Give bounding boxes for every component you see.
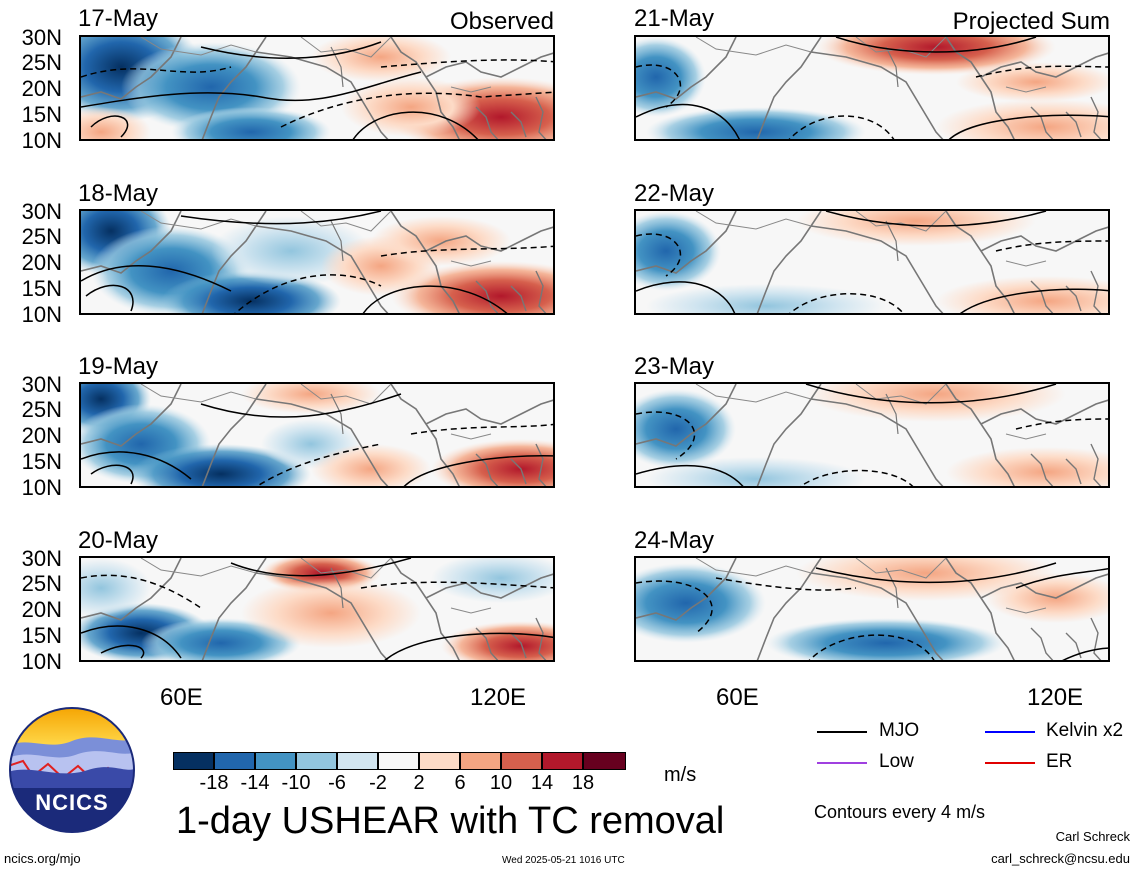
colorbar-swatch	[214, 752, 255, 770]
lat-label: 30N	[21, 25, 62, 50]
colorbar-swatch	[255, 752, 296, 770]
colorbar-swatch	[173, 752, 214, 770]
colorbar-swatch	[337, 752, 378, 770]
colorbar-swatch	[419, 752, 460, 770]
legend-label: MJO	[879, 720, 920, 741]
lat-label: 20N	[21, 250, 62, 275]
lat-label: 15N	[21, 623, 62, 648]
lat-label: 25N	[21, 571, 62, 596]
footer-timestamp: Wed 2025-05-21 1016 UTC	[502, 855, 625, 866]
map-panel-projected	[634, 382, 1110, 488]
map-panel-projected	[634, 556, 1110, 662]
lat-label: 10N	[21, 302, 62, 327]
colorbar-tick: 18	[571, 772, 595, 794]
lat-label: 10N	[21, 649, 62, 674]
colorbar-tick: -18	[199, 772, 229, 794]
colorbar-units: m/s	[664, 764, 697, 786]
main-title: 1-day USHEAR with TC removal	[176, 800, 725, 842]
colorbar-tick: 2	[413, 772, 425, 794]
colorbar-swatch	[460, 752, 501, 770]
colorbar-tick: -6	[328, 772, 346, 794]
shear-field	[81, 384, 553, 486]
lat-label: 15N	[21, 102, 62, 127]
panel-date-label: 22-May	[634, 180, 715, 207]
lon-label: 120E	[470, 684, 527, 711]
panel-type-label: Projected Sum	[952, 8, 1110, 35]
lat-label: 25N	[21, 224, 62, 249]
colorbar-swatch	[583, 752, 626, 770]
footer-author: Carl Schreck	[1055, 829, 1130, 844]
shear-field	[636, 558, 1108, 660]
contour-note: Contours every 4 m/s	[814, 802, 986, 822]
colorbar-tick: 14	[530, 772, 554, 794]
lat-label: 10N	[21, 475, 62, 500]
shear-field	[636, 37, 1108, 139]
lat-label: 30N	[21, 546, 62, 571]
map-panel-observed	[79, 209, 555, 315]
shear-field	[81, 211, 553, 313]
footer-email: carl_schreck@ncsu.edu	[991, 851, 1130, 866]
lat-label: 25N	[21, 397, 62, 422]
legend-label: ER	[1046, 751, 1073, 772]
legend-line-low	[817, 762, 867, 764]
legend-line-kelvin	[985, 731, 1035, 733]
map-panel-projected	[634, 35, 1110, 141]
map-panel-projected	[634, 209, 1110, 315]
panel-date-label: 23-May	[634, 353, 715, 380]
lon-label: 60E	[716, 684, 759, 711]
legend-line-mjo	[817, 731, 867, 733]
panel-date-label: 19-May	[78, 353, 159, 380]
lat-label: 25N	[21, 50, 62, 75]
colorbar-swatch	[378, 752, 419, 770]
legend-line-er	[985, 762, 1035, 764]
panel-date-label: 17-May	[78, 5, 159, 32]
colorbar-tick: -14	[240, 772, 270, 794]
panel-date-label: 24-May	[634, 527, 715, 554]
lat-label: 20N	[21, 597, 62, 622]
colorbar-tick: 10	[489, 772, 513, 794]
ncics-logo: NCICS	[8, 706, 136, 834]
colorbar-swatch	[296, 752, 337, 770]
lon-label: 120E	[1027, 684, 1084, 711]
shear-field	[636, 211, 1108, 313]
colorbar-tick: -10	[281, 772, 311, 794]
footer-url: ncics.org/mjo	[4, 851, 81, 866]
map-panel-observed	[79, 382, 555, 488]
panel-type-label: Observed	[449, 8, 554, 35]
lat-label: 15N	[21, 276, 62, 301]
lat-label: 20N	[21, 423, 62, 448]
colorbar-swatch	[542, 752, 583, 770]
lat-label: 10N	[21, 128, 62, 153]
lat-label: 30N	[21, 199, 62, 224]
shear-field	[636, 384, 1108, 486]
lat-label: 15N	[21, 449, 62, 474]
shear-field	[81, 558, 553, 660]
lon-label: 60E	[160, 684, 203, 711]
map-panel-observed	[79, 556, 555, 662]
colorbar-tick: 6	[454, 772, 466, 794]
panel-date-label: 18-May	[78, 180, 159, 207]
logo-text: NCICS	[35, 790, 109, 815]
panel-date-label: 21-May	[634, 5, 715, 32]
lat-label: 20N	[21, 76, 62, 101]
colorbar-tick: -2	[369, 772, 387, 794]
colorbar-swatch	[501, 752, 542, 770]
map-panel-observed	[79, 35, 555, 141]
legend-label: Kelvin x2	[1046, 720, 1124, 741]
lat-label: 30N	[21, 372, 62, 397]
panel-date-label: 20-May	[78, 527, 159, 554]
shear-field	[81, 37, 553, 139]
legend-label: Low	[879, 751, 914, 772]
